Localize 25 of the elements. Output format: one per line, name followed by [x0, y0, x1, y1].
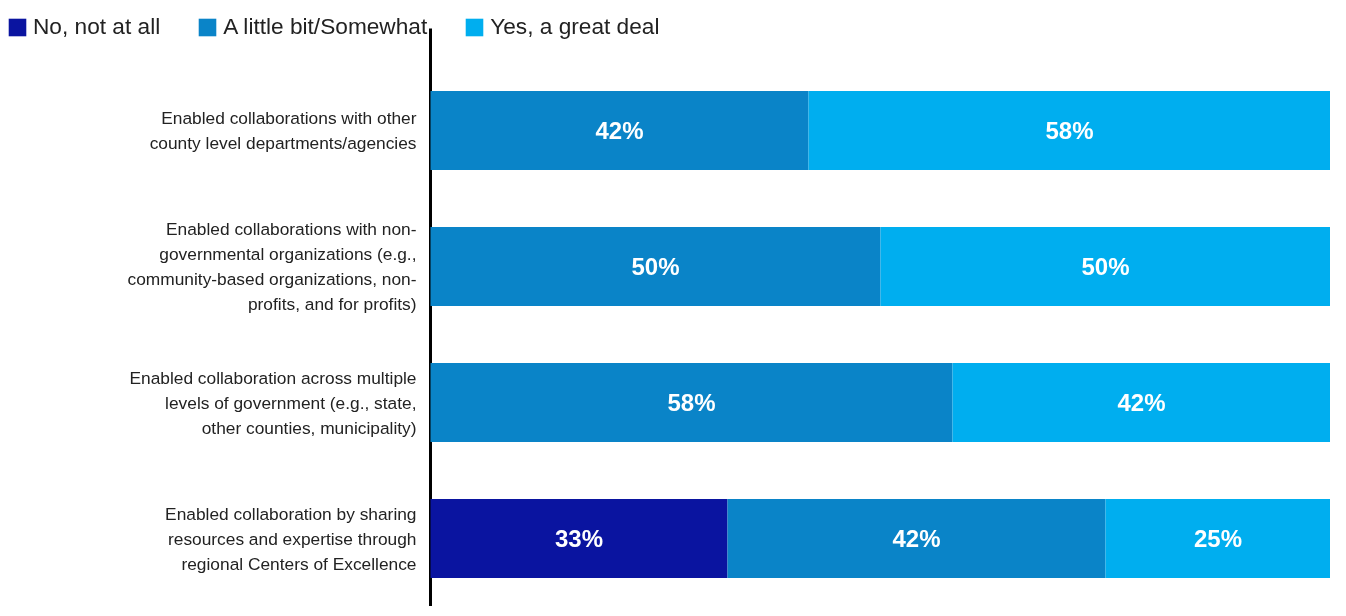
bar [430, 227, 881, 306]
legend-label: A little bit/Somewhat [223, 13, 428, 40]
bar [430, 499, 728, 578]
bar [430, 363, 953, 442]
bar [808, 91, 1330, 170]
data-label: 42% [892, 525, 941, 552]
data-label: 42% [595, 117, 644, 144]
bar [430, 91, 809, 170]
y-tick-label: Enabled collaborations with non-governmental organizations (e.g., community-based organizations, non-profits, and for profits) [127, 219, 417, 314]
y-tick-label: Enabled collaboration by sharing resources and expertise through regional Centers of Excellence [165, 503, 417, 574]
legend-label: No, not at all [33, 13, 161, 40]
data-label: 42% [1117, 389, 1166, 416]
y-tick-label: Enabled collaborations with other county level departments/agencies [149, 108, 417, 153]
bar [1105, 499, 1330, 578]
y-tick-label: Enabled collaboration across multiple levels of government (e.g., state, other counties, municipality) [129, 367, 417, 438]
bar [727, 499, 1106, 578]
legend-label: Yes, a great deal [490, 13, 660, 40]
data-label: 50% [1081, 253, 1130, 280]
data-label: 50% [631, 253, 680, 280]
data-label: 25% [1193, 525, 1243, 552]
data-label: 58% [667, 389, 716, 416]
bar [880, 227, 1330, 306]
data-label: 33% [554, 525, 604, 552]
bar [952, 363, 1330, 442]
data-label: 58% [1045, 117, 1094, 144]
